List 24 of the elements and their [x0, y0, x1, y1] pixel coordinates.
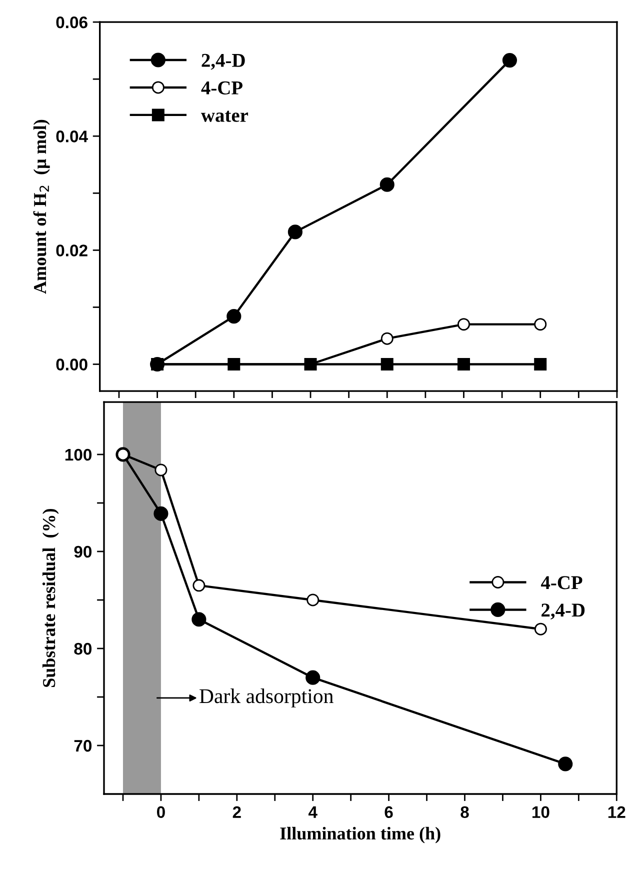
legend-label: 4-CP — [201, 81, 243, 94]
x-axis-title: Illumination time (h) — [280, 826, 440, 844]
x-tick-label: 8 — [460, 806, 469, 818]
y-tick-label: 0.02 — [56, 244, 88, 256]
x-tick-label: 12 — [608, 806, 626, 818]
x-tick-label: 2 — [232, 806, 241, 818]
legend-label: 2,4-D — [202, 54, 245, 70]
legend-label: 2,4-D — [542, 604, 585, 620]
y-tick-label: 100 — [65, 448, 92, 461]
y-tick-label: 90 — [74, 546, 92, 558]
x-tick-label: 4 — [308, 806, 318, 818]
y-axis-title: Amount of H$_{2}$ (μ mol) — [33, 120, 50, 294]
x-tick-label: 10 — [532, 806, 550, 818]
y-tick-label: 80 — [74, 642, 92, 655]
band-label: Dark adsorption — [200, 688, 334, 708]
legend-label: water — [201, 110, 248, 122]
y-tick-label: 0.06 — [56, 16, 88, 28]
y-axis-title: Substrate residual (%) — [42, 508, 59, 687]
legend-label: 4-CP — [540, 576, 582, 590]
y-tick-label: 0.04 — [56, 130, 88, 142]
x-tick-label: 0 — [156, 806, 165, 818]
y-tick-label: 0.00 — [56, 358, 88, 370]
x-tick-label: 6 — [384, 806, 393, 818]
y-tick-label: 70 — [74, 740, 92, 752]
